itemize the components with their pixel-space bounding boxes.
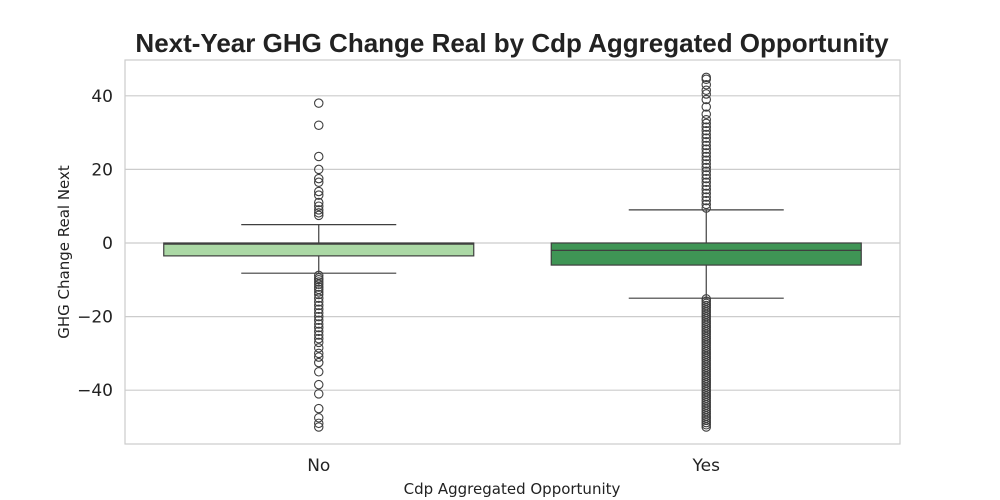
outlier-point xyxy=(313,352,324,362)
outlier-point xyxy=(313,389,324,399)
outlier-point xyxy=(701,151,711,162)
outlier-point xyxy=(313,289,324,300)
chart-title: Next-Year GHG Change Real by Cdp Aggrega… xyxy=(135,28,889,58)
outlier-point xyxy=(313,348,324,359)
outlier-point xyxy=(313,322,324,333)
outlier-point xyxy=(313,367,324,377)
outlier-point xyxy=(701,192,711,202)
outlier-point xyxy=(313,337,324,348)
outlier-point xyxy=(701,184,711,195)
outlier-point xyxy=(701,203,711,213)
outlier-point xyxy=(313,333,324,344)
outlier-point xyxy=(313,300,324,311)
outlier-point xyxy=(313,422,324,432)
outlier-point xyxy=(313,403,324,414)
x-tick-labels: No Yes xyxy=(307,456,720,476)
outlier-point xyxy=(701,109,711,119)
outlier-point xyxy=(701,166,711,176)
outlier-point xyxy=(313,173,324,184)
outlier-point xyxy=(313,330,324,340)
outlier-point xyxy=(313,164,324,175)
outlier-point xyxy=(313,304,324,314)
outlier-point xyxy=(701,89,711,99)
outlier-point xyxy=(313,177,324,188)
outlier-point xyxy=(701,170,711,180)
outlier-point xyxy=(701,162,711,173)
outlier-point xyxy=(701,199,711,210)
outlier-point xyxy=(701,181,711,191)
box-iqr xyxy=(550,242,862,266)
plot-frame xyxy=(124,59,901,445)
outlier-point xyxy=(313,287,324,297)
box-iqr xyxy=(163,242,475,257)
outlier-point xyxy=(701,195,711,206)
outlier-point xyxy=(701,133,711,143)
outlier-point xyxy=(313,297,324,307)
y-tick-labels: 40 20 0 −20 −40 xyxy=(77,87,113,401)
outlier-point xyxy=(701,144,711,154)
y-tick-label: −40 xyxy=(77,381,113,401)
outlier-point xyxy=(701,159,711,169)
outlier-point xyxy=(313,357,324,368)
outlier-point xyxy=(313,418,324,429)
y-tick-label: 40 xyxy=(91,87,113,107)
outlier-point xyxy=(313,151,324,162)
outlier-point xyxy=(313,201,324,211)
outlier-point xyxy=(313,205,324,215)
outlier-point xyxy=(313,343,324,353)
outlier-point xyxy=(701,126,711,136)
outlier-point xyxy=(701,137,711,147)
x-tick-label: Yes xyxy=(692,456,721,476)
outlier-point xyxy=(701,102,711,112)
outlier-point xyxy=(313,186,324,197)
outlier-point xyxy=(313,120,324,130)
outlier-point xyxy=(313,210,324,221)
outlier-point xyxy=(701,85,711,96)
boxes-group xyxy=(163,72,862,432)
outlier-point xyxy=(313,326,324,337)
outlier-point xyxy=(701,155,711,165)
outlier-point xyxy=(701,80,711,90)
y-axis-label: GHG Change Real Next xyxy=(55,165,73,339)
x-axis-label: Cdp Aggregated Opportunity xyxy=(404,480,621,498)
outlier-point xyxy=(701,122,711,132)
outlier-point xyxy=(701,188,711,199)
outlier-point xyxy=(313,308,324,318)
y-tick-label: 0 xyxy=(102,234,113,254)
y-tick-label: 20 xyxy=(91,160,113,180)
outlier-point xyxy=(313,379,324,390)
outlier-point xyxy=(313,311,324,322)
outlier-point xyxy=(313,319,324,329)
outlier-point xyxy=(313,190,324,200)
outlier-point xyxy=(313,413,324,423)
box-no xyxy=(163,98,475,432)
outlier-point xyxy=(701,140,711,151)
outlier-point xyxy=(701,114,711,125)
outlier-point xyxy=(313,197,324,208)
outlier-point xyxy=(701,173,711,184)
y-tick-label: −20 xyxy=(77,308,113,328)
outlier-point xyxy=(313,279,324,289)
outlier-point xyxy=(313,293,324,303)
outlier-point xyxy=(701,118,711,129)
outlier-point xyxy=(313,208,324,218)
box-yes xyxy=(550,72,862,432)
outlier-point xyxy=(701,129,711,140)
outlier-point xyxy=(701,72,711,83)
outlier-point xyxy=(701,422,711,432)
outlier-point xyxy=(701,94,711,105)
outlier-point xyxy=(701,177,711,188)
outlier-point xyxy=(313,315,324,326)
x-tick-label: No xyxy=(307,456,330,476)
outlier-point xyxy=(701,148,711,158)
outlier-point xyxy=(313,98,324,108)
